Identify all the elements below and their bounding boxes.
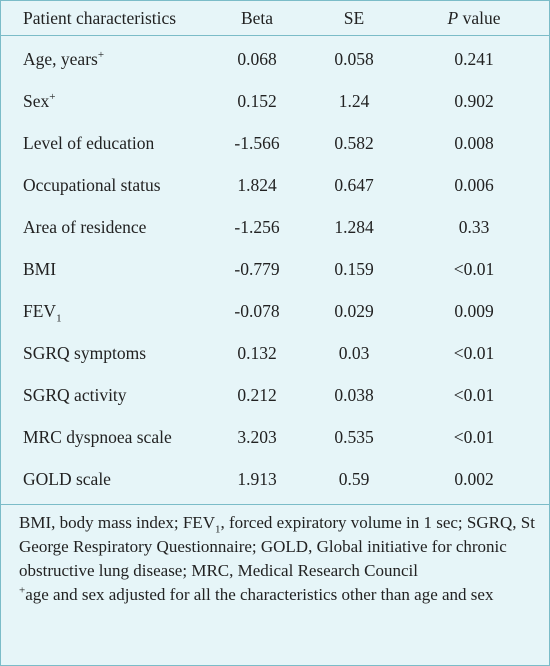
table-row: SGRQ activity 0.212 0.038 <0.01 [1, 374, 549, 416]
table-cell: 3.203 [237, 427, 277, 447]
table-cell: 0.058 [334, 49, 374, 69]
table-cell: Area of residence [23, 206, 146, 248]
table-cell: FEV1 [23, 290, 62, 332]
table-cell: SGRQ activity [23, 374, 127, 416]
text-part: MRC dyspnoea scale [23, 427, 172, 447]
table-row: Area of residence -1.256 1.284 0.33 [1, 206, 549, 248]
table-row: Age, years+ 0.068 0.058 0.241 [1, 38, 549, 80]
text-part: SE [343, 8, 365, 28]
text-part: Age, years [23, 49, 98, 69]
table-cell: 0.038 [334, 385, 374, 405]
text-part: Sex [23, 91, 50, 111]
table-cell: 0.029 [334, 301, 374, 321]
table-cell: 0.159 [334, 259, 374, 279]
text-part: BMI [23, 259, 57, 279]
text-part: + [49, 91, 56, 104]
table-cell: 0.33 [458, 217, 490, 237]
table-row: BMI -0.779 0.159 <0.01 [1, 248, 549, 290]
table-row: SGRQ symptoms 0.132 0.03 <0.01 [1, 332, 549, 374]
text-part: SGRQ activity [23, 385, 127, 405]
table-cell: 0.006 [454, 175, 494, 195]
text-part: P [447, 8, 459, 28]
text-part: age and sex adjusted for all the charact… [25, 585, 494, 604]
footnote: +age and sex adjusted for all the charac… [19, 583, 535, 607]
table-cell: 0.03 [338, 343, 370, 363]
table-cell: 1.24 [338, 91, 370, 111]
table-cell: 1.913 [237, 469, 277, 489]
text-part: + [97, 49, 105, 62]
table-cell: Sex+ [23, 80, 55, 122]
table-cell: -0.078 [234, 301, 280, 321]
header-cell: P value [424, 1, 524, 35]
text-part: Patient characteristics [23, 8, 177, 28]
table-cell: <0.01 [453, 343, 495, 363]
text-part: Occupational status [23, 175, 161, 195]
table-cell: Occupational status [23, 164, 161, 206]
table-cell: 1.824 [237, 175, 277, 195]
table-cell: 0.241 [454, 49, 494, 69]
table-cell: 1.284 [334, 217, 374, 237]
table-cell: <0.01 [453, 385, 495, 405]
table-cell: 0.902 [454, 91, 494, 111]
text-part: 1 [214, 523, 221, 536]
footnote: BMI, body mass index; FEV1, forced expir… [19, 511, 535, 583]
table-cell: 0.59 [338, 469, 370, 489]
text-part: 1 [56, 312, 62, 325]
table-cell: <0.01 [453, 259, 495, 279]
table-cell: -0.779 [234, 259, 280, 279]
text-part: SGRQ symptoms [23, 343, 147, 363]
table-cell: 0.008 [454, 133, 494, 153]
table-cell: 0.647 [334, 175, 374, 195]
footnotes: BMI, body mass index; FEV1, forced expir… [1, 504, 549, 607]
text-part: GOLD scale [23, 469, 111, 489]
table-cell: 0.068 [237, 49, 277, 69]
table-row: Sex+ 0.152 1.24 0.902 [1, 80, 549, 122]
text-part: Level of education [23, 133, 155, 153]
table-cell: MRC dyspnoea scale [23, 416, 172, 458]
table-cell: 0.132 [237, 343, 277, 363]
table-cell: Level of education [23, 122, 154, 164]
table-cell: 0.002 [454, 469, 494, 489]
table-cell: BMI [23, 248, 56, 290]
text-part: value [458, 8, 501, 28]
header-cell: Beta [207, 1, 307, 35]
table-cell: 0.535 [334, 427, 374, 447]
table-cell: GOLD scale [23, 458, 111, 500]
header-row: Patient characteristics Beta SE P value [1, 1, 549, 36]
text-part: FEV [23, 301, 57, 321]
table-cell: <0.01 [453, 427, 495, 447]
table-cell: SGRQ symptoms [23, 332, 146, 374]
table-cell: Age, years+ [23, 38, 104, 80]
text-part: BMI, body mass index; FEV [19, 513, 215, 532]
text-part: Area of residence [23, 217, 147, 237]
text-part: + [19, 584, 26, 597]
table-row: MRC dyspnoea scale 3.203 0.535 <0.01 [1, 416, 549, 458]
table-cell: 0.582 [334, 133, 374, 153]
text-part: Beta [240, 8, 274, 28]
table-cell: 0.009 [454, 301, 494, 321]
table-row: Level of education -1.566 0.582 0.008 [1, 122, 549, 164]
table-cell: -1.256 [234, 217, 280, 237]
table-row: FEV1 -0.078 0.029 0.009 [1, 290, 549, 332]
table-cell: 0.152 [237, 91, 277, 111]
text-part: , forced expiratory volume in 1 sec; SGR… [19, 513, 535, 580]
table-row: GOLD scale 1.913 0.59 0.002 [1, 458, 549, 500]
table-cell: 0.212 [237, 385, 277, 405]
header-cell: SE [304, 1, 404, 35]
header-cell: Patient characteristics [23, 1, 176, 35]
table-row: Occupational status 1.824 0.647 0.006 [1, 164, 549, 206]
table-cell: -1.566 [234, 133, 280, 153]
